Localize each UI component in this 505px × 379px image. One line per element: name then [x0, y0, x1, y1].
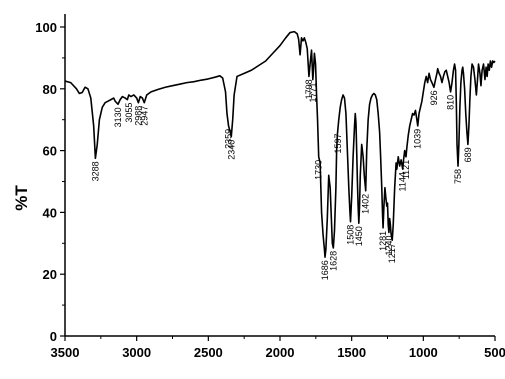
peak-label: 758 [453, 169, 463, 184]
peak-label: 1686 [320, 260, 330, 280]
x-tick-label: 500 [484, 345, 505, 360]
y-tick-label: 80 [43, 82, 57, 97]
x-tick-label: 2000 [266, 345, 295, 360]
peak-label: 3055 [124, 103, 134, 123]
peak-label: 1240 [384, 236, 394, 256]
x-tick-label: 1500 [337, 345, 366, 360]
y-tick-label: 20 [43, 267, 57, 282]
x-tick-label: 3500 [51, 345, 80, 360]
peak-label: 1450 [354, 226, 364, 246]
y-tick-label: 40 [43, 205, 57, 220]
peak-label: 3288 [90, 161, 100, 181]
y-axis-title: %T [12, 185, 31, 211]
peak-label: 1217 [387, 243, 397, 263]
peak-label: 1730 [314, 160, 324, 180]
peak-label: 926 [429, 90, 439, 105]
peak-label: 810 [446, 95, 456, 110]
spectrum-series [64, 30, 496, 258]
spectrum-line [64, 30, 496, 258]
x-tick-label: 2500 [194, 345, 223, 360]
y-tick-label: 0 [50, 329, 57, 344]
peak-label: 1508 [346, 225, 356, 245]
peak-label: 1628 [328, 251, 338, 271]
x-tick-label: 3000 [122, 345, 151, 360]
peak-label: 1771 [308, 83, 318, 103]
y-axis: 0 20 40 60 80 100 [35, 14, 66, 344]
y-tick-label: 60 [43, 144, 57, 159]
peak-label: 1144 [398, 172, 408, 191]
peak-label: 2988 [133, 106, 143, 126]
peak-label: 1039 [413, 129, 423, 149]
peak-label: 3130 [113, 107, 123, 127]
y-tick-label: 100 [35, 20, 57, 35]
peak-label: 2340 [226, 140, 236, 160]
x-axis: 3500 3000 2500 2000 1500 1000 500 [51, 335, 505, 360]
peak-label: 1402 [361, 194, 371, 214]
peak-label: 689 [463, 147, 473, 162]
peak-label: 1597 [333, 134, 343, 154]
peak-label: 1798 [304, 79, 314, 99]
peak-label: 2947 [139, 106, 149, 126]
x-tick-label: 1000 [409, 345, 438, 360]
peak-label: 2359 [224, 129, 234, 149]
peak-label: 1121 [401, 160, 411, 179]
peak-label: 1281 [378, 231, 388, 251]
